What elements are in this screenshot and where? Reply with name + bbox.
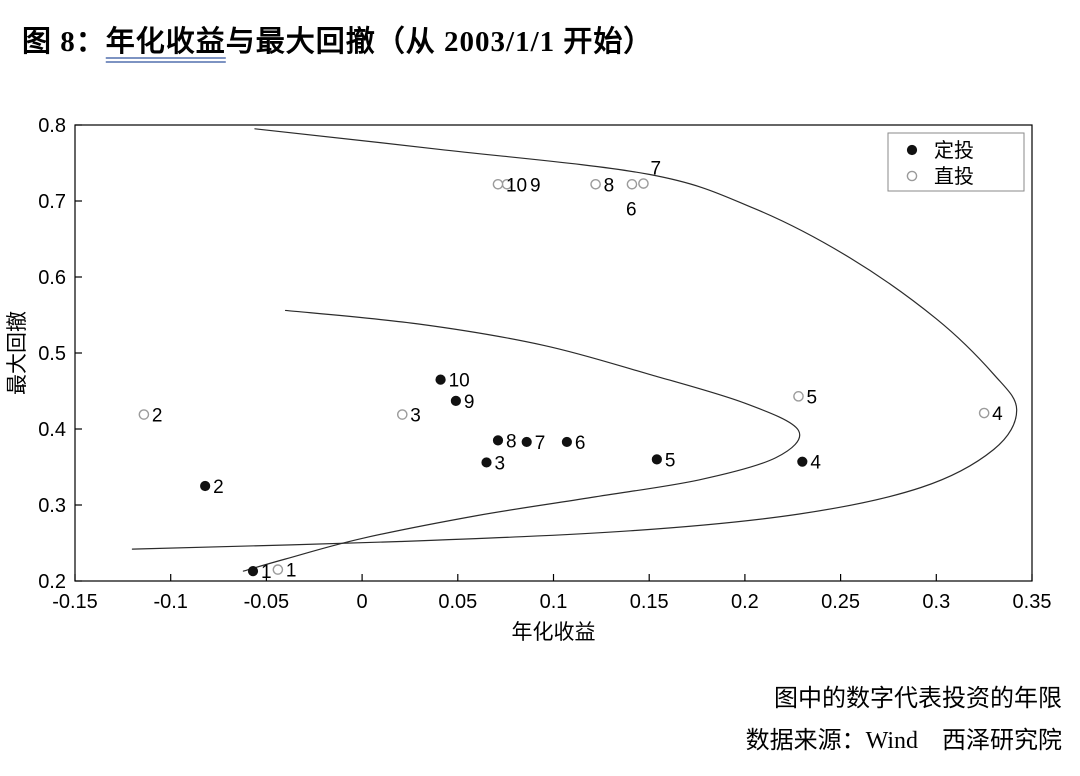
- data-point-定投-4: [797, 456, 808, 467]
- data-point-定投-7: [521, 436, 532, 448]
- figure-title-rest: 与最大回撤（从 2003/1/1 开始）: [225, 26, 654, 58]
- footnote-source: 数据来源：Wind 西泽研究院: [745, 728, 1062, 754]
- point-label-定投-3: 3: [495, 453, 506, 474]
- scatter-chart: -0.15 -0.1 -0.05 0 0.05 0.1 0.15 0.2 0.25 0.3 0.35…: [0, 95, 1080, 660]
- legend-marker-直投: [906, 170, 918, 182]
- x-tick-label: 0.3: [922, 591, 950, 613]
- point-label-定投-4: 4: [810, 453, 821, 474]
- figure-footnotes: 图中的数字代表投资的年限 数据来源：Wind 西泽研究院: [746, 678, 1062, 762]
- x-tick-label: 0: [357, 591, 368, 613]
- inner-envelope-curve: [242, 309, 801, 572]
- point-label-直投-4: 4: [992, 404, 1003, 425]
- data-point-定投-2: [200, 480, 211, 492]
- x-tick-label: 0.25: [821, 591, 860, 613]
- point-label-定投-2: 2: [213, 477, 224, 498]
- data-point-定投-10: [435, 374, 446, 385]
- data-point-直投-5: [793, 391, 804, 402]
- data-point-直投-10: [492, 178, 504, 190]
- figure-title-underlined-term: 年化收益: [105, 26, 226, 58]
- y-tick-label: 0.2: [38, 571, 66, 593]
- x-tick-label: 0.35: [1013, 591, 1052, 613]
- x-tick-label: -0.15: [52, 591, 98, 613]
- data-point-定投-1: [247, 566, 259, 577]
- point-label-定投-9: 9: [464, 392, 475, 413]
- point-label-直投-9: 9: [530, 175, 541, 196]
- y-tick-label: 0.8: [38, 115, 66, 137]
- data-point-定投-8: [492, 435, 504, 446]
- outer-envelope-curve: [131, 128, 1018, 550]
- point-label-直投-7: 7: [650, 159, 661, 180]
- point-label-直投-6: 6: [626, 199, 637, 220]
- data-point-定投-9: [450, 395, 461, 406]
- data-point-定投-5: [651, 454, 662, 465]
- point-label-定投-5: 5: [665, 450, 676, 471]
- x-tick-label: -0.05: [244, 591, 290, 613]
- point-label-直投-1: 1: [286, 561, 297, 582]
- data-point-直投-3: [396, 409, 408, 420]
- point-label-直投-8: 8: [604, 175, 615, 196]
- point-label-直投-10: 10: [506, 175, 527, 196]
- point-label-定投-1: 1: [261, 562, 272, 583]
- data-point-直投-7: [638, 178, 649, 189]
- scatter-plot-svg: -0.15 -0.1 -0.05 0 0.05 0.1 0.15 0.2 0.25 0.3 0.35…: [5, 115, 1052, 644]
- legend-box: [887, 132, 1025, 192]
- x-tick-label: 0.1: [540, 591, 568, 613]
- y-axis-label: 最大回撤: [5, 311, 29, 395]
- point-label-直投-5: 5: [806, 387, 817, 408]
- point-label-定投-10: 10: [449, 371, 470, 392]
- legend-label-定投: 定投: [934, 139, 974, 162]
- x-axis-label: 年化收益: [512, 620, 596, 644]
- y-tick-label: 0.3: [38, 495, 66, 517]
- plot-border: [74, 124, 1033, 582]
- legend-label-直投: 直投: [934, 165, 974, 188]
- point-label-定投-7: 7: [535, 433, 546, 454]
- y-tick-label: 0.6: [38, 267, 66, 289]
- data-point-直投-6: [626, 178, 638, 190]
- point-label-定投-8: 8: [506, 431, 517, 452]
- footnote-years: 图中的数字代表投资的年限: [774, 686, 1062, 712]
- y-tick-label: 0.7: [38, 191, 66, 213]
- data-point-直投-4: [978, 407, 990, 419]
- figure-title: 图 8：年化收益与最大回撤（从 2003/1/1 开始）: [22, 18, 653, 60]
- x-tick-label: 0.15: [630, 591, 669, 613]
- legend-marker-定投: [906, 144, 918, 156]
- point-label-直投-3: 3: [410, 406, 421, 427]
- x-tick-label: -0.1: [153, 591, 187, 613]
- data-point-定投-3: [481, 457, 492, 468]
- data-point-直投-8: [590, 178, 601, 190]
- figure-title-prefix: 图 8：: [22, 26, 106, 58]
- y-tick-label: 0.5: [38, 343, 66, 365]
- y-tick-label: 0.4: [38, 419, 66, 441]
- x-tick-label: 0.05: [438, 591, 477, 613]
- data-point-定投-6: [561, 436, 572, 448]
- data-point-直投-1: [272, 564, 284, 575]
- data-point-直投-2: [138, 409, 150, 420]
- x-tick-label: 0.2: [731, 591, 759, 613]
- point-label-定投-6: 6: [575, 433, 586, 454]
- point-label-直投-2: 2: [152, 406, 163, 427]
